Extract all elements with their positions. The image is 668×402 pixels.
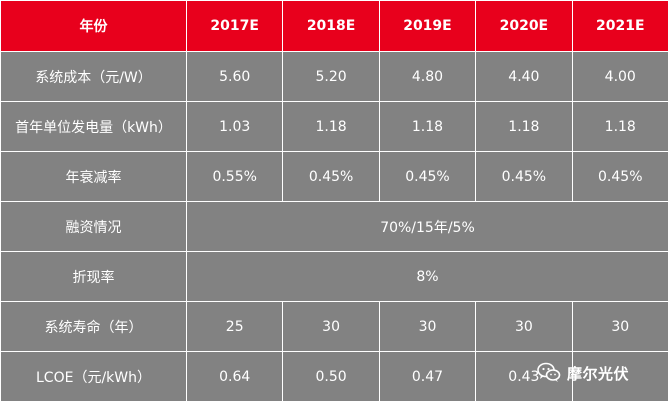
table-cell: 25 <box>185 301 284 352</box>
table-cell: 4.40 <box>475 51 573 102</box>
table-cell: 0.55% <box>185 151 284 202</box>
watermark: 摩尔光伏 <box>537 360 665 386</box>
header-row: 年份 2017E 2018E 2019E 2020E 2021E <box>0 0 668 52</box>
row-label: 系统成本（元/W） <box>0 51 187 102</box>
table-row: 系统成本（元/W） 5.60 5.20 4.80 4.40 4.00 <box>0 51 668 102</box>
table-cell: 0.43 <box>475 351 573 402</box>
table-row: 首年单位发电量（kWh） 1.03 1.18 1.18 1.18 1.18 <box>0 101 668 152</box>
table-cell: 1.18 <box>282 101 380 152</box>
row-label: 折现率 <box>0 251 187 302</box>
table-cell: 4.80 <box>378 51 477 102</box>
table-cell: 0.64 <box>185 351 284 402</box>
merged-cell: 8% <box>186 251 668 302</box>
table-cell: 0.45% <box>378 151 477 202</box>
header-2021: 2021E <box>571 0 668 52</box>
table-cell: 1.18 <box>475 101 573 152</box>
row-label: 首年单位发电量（kWh） <box>0 101 187 152</box>
table-cell: 0.45% <box>282 151 380 202</box>
row-label: 年衰减率 <box>0 151 187 202</box>
table-cell: 0.45% <box>475 151 573 202</box>
table-cell: 30 <box>282 301 380 352</box>
row-label: 系统寿命（年） <box>0 301 187 352</box>
header-2019: 2019E <box>378 0 477 52</box>
table-row: 融资情况 70%/15年/5% <box>0 201 668 252</box>
header-2017: 2017E <box>185 0 284 52</box>
table-cell: 0.47 <box>378 351 477 402</box>
header-2018: 2018E <box>282 0 380 52</box>
table-cell: 5.60 <box>185 51 284 102</box>
table-cell <box>571 351 668 402</box>
table-cell: 30 <box>378 301 477 352</box>
row-label: LCOE（元/kWh） <box>0 351 187 402</box>
table-cell: 1.18 <box>378 101 477 152</box>
table-cell: 0.50 <box>282 351 380 402</box>
merged-cell: 70%/15年/5% <box>186 201 668 252</box>
wechat-icon <box>537 362 561 384</box>
table-cell: 4.00 <box>571 51 668 102</box>
table-row: 系统寿命（年） 25 30 30 30 30 <box>0 301 668 352</box>
table-cell: 1.03 <box>185 101 284 152</box>
header-year-label: 年份 <box>0 0 187 52</box>
table-cell: 5.20 <box>282 51 380 102</box>
header-2020: 2020E <box>475 0 573 52</box>
row-label: 融资情况 <box>0 201 187 252</box>
table-cell: 1.18 <box>571 101 668 152</box>
table-row: 年衰减率 0.55% 0.45% 0.45% 0.45% 0.45% <box>0 151 668 202</box>
table-cell: 0.45% <box>571 151 668 202</box>
table-row: 折现率 8% <box>0 251 668 302</box>
table-row: LCOE（元/kWh） 0.64 0.50 0.47 0.43 <box>0 351 668 402</box>
watermark-text: 摩尔光伏 <box>567 364 630 383</box>
table-cell: 30 <box>475 301 573 352</box>
table-cell: 30 <box>571 301 668 352</box>
